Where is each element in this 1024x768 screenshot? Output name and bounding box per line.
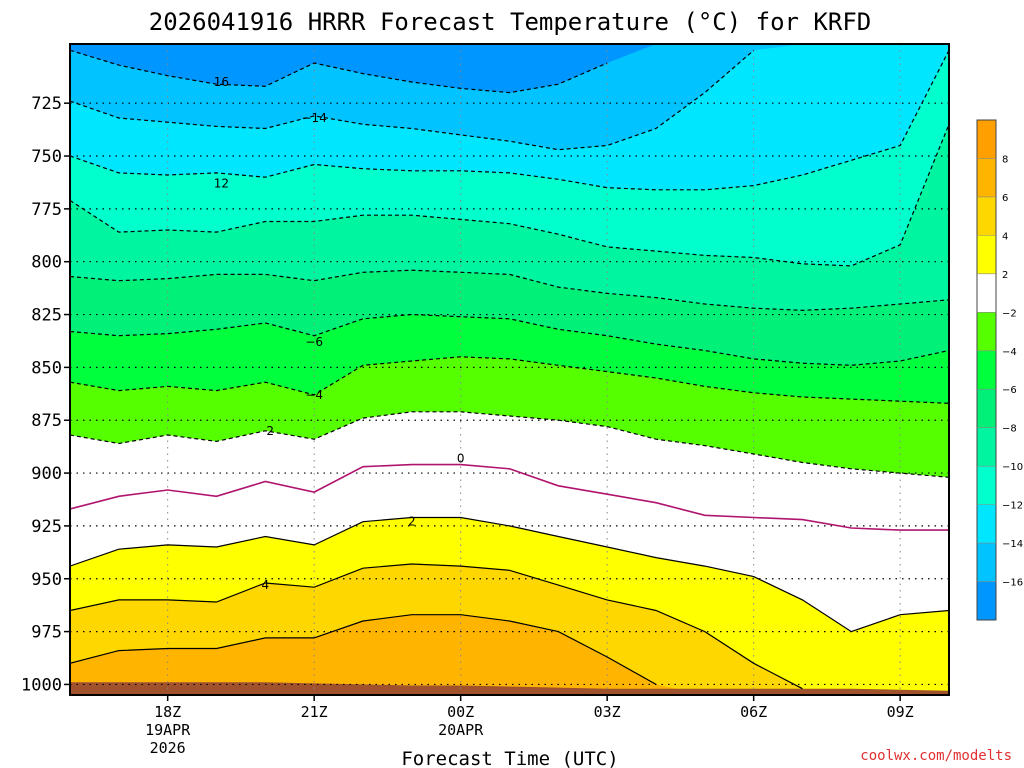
y-tick-label: 850 [31, 358, 62, 378]
y-tick-label: 725 [31, 94, 62, 114]
isotherm-6 [70, 614, 657, 685]
contour-label: −4 [305, 388, 323, 402]
contour-label: 12 [214, 177, 229, 191]
ground-layer [70, 682, 949, 695]
colorbar-band [977, 235, 996, 275]
colorbar-tick-label: 4 [1002, 231, 1008, 242]
colorbar-band [977, 273, 996, 313]
isotherm--2 [70, 411, 949, 478]
isotherm-0 [70, 463, 949, 531]
isotherm-lines [70, 49, 949, 690]
x-tick-label: 03Z [594, 703, 621, 721]
colorbar-tick-label: 2 [1002, 270, 1008, 281]
y-tick-label: 1000 [21, 675, 62, 695]
colorbar-band [977, 543, 996, 583]
colorbar-tick-label: 6 [1002, 193, 1008, 204]
x-tick-label: 2026 [150, 739, 186, 757]
isotherm--4 [70, 356, 949, 404]
x-axis-label: Forecast Time (UTC) [401, 748, 618, 768]
y-tick-label: 900 [31, 464, 62, 484]
grid-lines [70, 44, 949, 695]
x-tick-label: 09Z [887, 703, 914, 721]
colorbar-tick-label: −10 [1002, 462, 1023, 473]
colorbar-tick-label: −12 [1002, 501, 1023, 512]
contour-label: 2 [266, 424, 274, 438]
y-tick-label: 925 [31, 517, 62, 537]
x-tick-label: 18Z [154, 703, 181, 721]
colorbar-tick-label: −16 [1002, 578, 1023, 589]
x-tick-label: 20APR [438, 721, 484, 739]
x-tick-label: 00Z [447, 703, 474, 721]
colorbar-tick-label: −8 [1002, 424, 1017, 435]
colorbar-band [977, 350, 996, 390]
band-above-6 [70, 614, 949, 695]
colorbar-band [977, 581, 996, 621]
x-tick-label: 21Z [301, 703, 328, 721]
contour-label: −14 [302, 111, 327, 125]
isotherm--8 [70, 269, 949, 311]
colorbar-band [977, 312, 996, 352]
isotherm--16 [70, 49, 608, 94]
ground-fill [70, 682, 949, 695]
colorbar-band [977, 120, 996, 159]
colorbar-band [977, 427, 996, 467]
colorbar-band [977, 389, 996, 429]
isotherm-2 [70, 516, 949, 633]
plot-frame [69, 43, 950, 696]
contour-label: 0 [457, 451, 465, 465]
colorbar-band [977, 196, 996, 236]
contour-label: 4 [262, 578, 270, 592]
x-tick-label: 06Z [740, 703, 767, 721]
contour-label: −6 [305, 335, 323, 349]
colorbar-legend: 8 6 4 2 −2 −4 −6 −8 −10 −12 −14 −16 [976, 119, 1023, 621]
y-tick-label: 950 [31, 570, 62, 590]
y-tick-label: 775 [31, 200, 62, 220]
colorbar-tick-label: 8 [1002, 154, 1008, 165]
colorbar-band [977, 158, 996, 198]
isotherm-4 [70, 563, 803, 690]
y-tick-label: 800 [31, 253, 62, 273]
colorbar-band [977, 466, 996, 506]
colorbar-tick-label: −6 [1002, 385, 1017, 396]
x-tick-label: 19APR [145, 721, 191, 739]
chart-title: 2026041916 HRRR Forecast Temperature (°C… [149, 8, 871, 36]
y-tick-label: 825 [31, 306, 62, 326]
contour-label: 16 [214, 75, 229, 89]
colorbar-frame [976, 119, 997, 621]
isotherm--10 [70, 124, 949, 267]
colorbar-tick-label: −2 [1002, 308, 1017, 319]
colorbar-band [977, 504, 996, 544]
y-tick-label: 750 [31, 147, 62, 167]
y-axis: 725 750 775 800 825 850 875 900 925 950 975 1000 [21, 94, 70, 695]
credit-text: coolwx.com/modelts [860, 748, 1012, 764]
contour-label: 2 [408, 515, 416, 529]
y-tick-label: 975 [31, 623, 62, 643]
colorbar-tick-label: −4 [1002, 347, 1017, 358]
contour-labels: 16 −14 12 −6 −4 2 0 2 4 [214, 75, 465, 592]
isotherm--12 [70, 50, 949, 191]
y-tick-label: 875 [31, 411, 62, 431]
colorbar-tick-label: −14 [1002, 539, 1023, 550]
